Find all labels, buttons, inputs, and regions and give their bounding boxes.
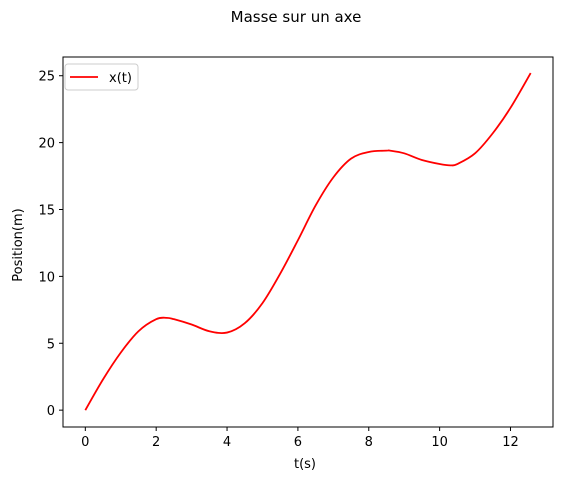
plot-area: 0 2 4 6 8 10 12 0 5 10 15 20 25 bbox=[38, 56, 554, 450]
y-axis-ticks: 0 5 10 15 20 25 bbox=[38, 70, 63, 419]
x-tick-label: 2 bbox=[152, 435, 160, 450]
y-tick-label: 15 bbox=[38, 203, 55, 218]
x-tick-label: 12 bbox=[502, 435, 519, 450]
x-axis-label: t(s) bbox=[294, 457, 316, 472]
plot-frame bbox=[62, 56, 554, 428]
series-line-x-t bbox=[84, 72, 532, 411]
y-tick-label: 0 bbox=[47, 404, 55, 419]
y-tick-label: 10 bbox=[38, 270, 55, 285]
legend: x(t) bbox=[64, 63, 139, 91]
x-tick-label: 6 bbox=[294, 435, 302, 450]
x-tick-label: 4 bbox=[223, 435, 231, 450]
y-tick-label: 25 bbox=[38, 70, 55, 85]
legend-label-x-t: x(t) bbox=[109, 71, 132, 86]
chart-title: Masse sur un axe bbox=[231, 8, 362, 26]
y-tick-label: 5 bbox=[47, 337, 55, 352]
series-layer bbox=[84, 72, 532, 411]
x-axis-ticks: 0 2 4 6 8 10 12 bbox=[81, 427, 519, 450]
x-tick-label: 0 bbox=[81, 435, 89, 450]
y-tick-label: 20 bbox=[38, 137, 55, 152]
x-tick-label: 10 bbox=[431, 435, 448, 450]
legend-box bbox=[64, 63, 139, 91]
y-axis-label: Position(m) bbox=[11, 208, 26, 281]
x-tick-label: 8 bbox=[365, 435, 373, 450]
